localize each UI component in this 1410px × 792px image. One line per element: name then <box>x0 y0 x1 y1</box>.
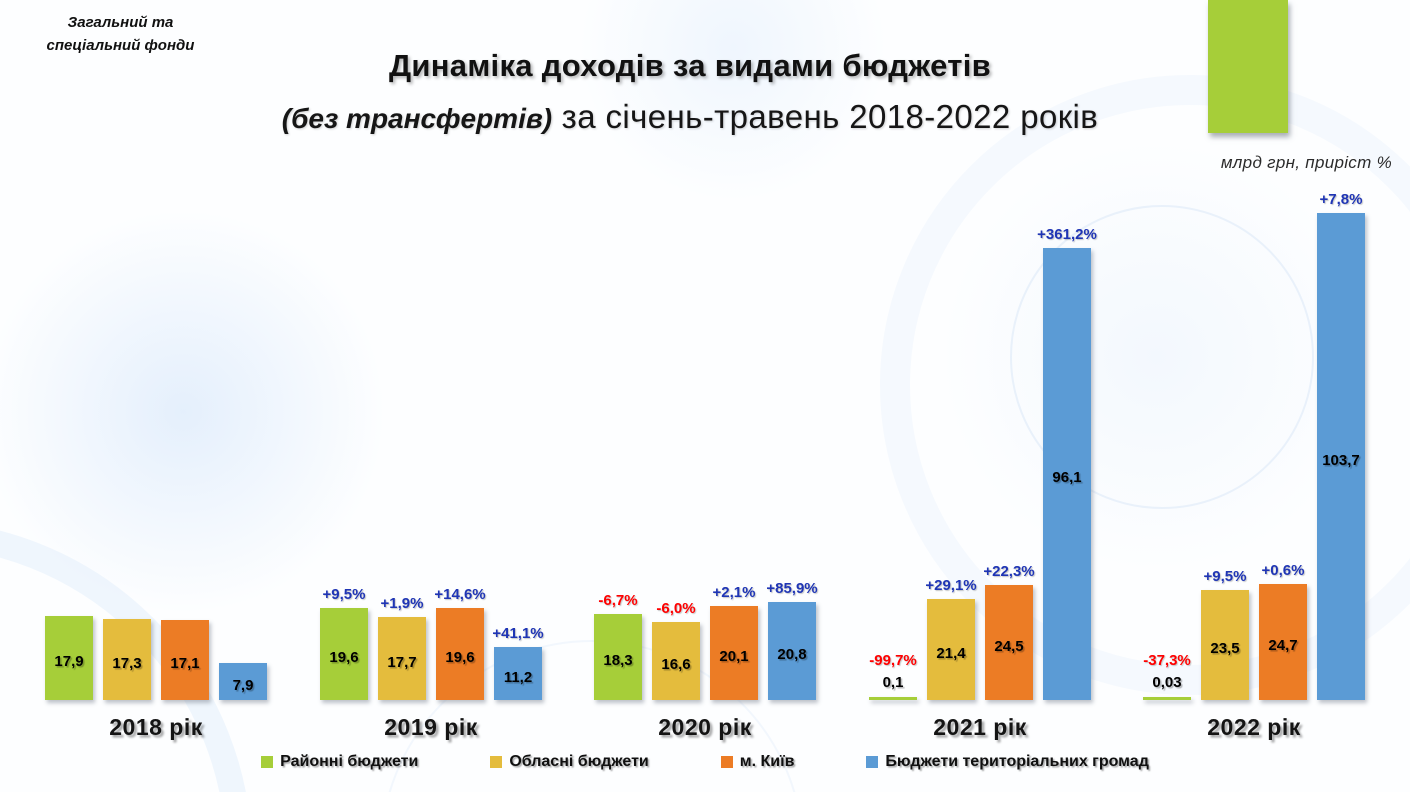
growth-percent-label: +22,3% <box>983 563 1035 580</box>
year-axis-label: 2021 рік <box>933 714 1027 740</box>
growth-percent-label: -6,0% <box>656 600 696 617</box>
year-axis-label: 2022 рік <box>1207 714 1301 740</box>
bar-2020-series0 <box>594 614 642 700</box>
bar-2022-series0 <box>1143 697 1191 700</box>
green-swatch-icon <box>261 756 274 768</box>
bar-value-label: 0,03 <box>1152 674 1182 691</box>
bar-2018-series2 <box>161 620 209 700</box>
bar-2019-series2 <box>436 608 484 700</box>
growth-percent-label: +9,5% <box>1203 568 1247 585</box>
growth-percent-label: +14,6% <box>434 586 486 603</box>
legend-item-raionni: Районні бюджети <box>261 753 418 771</box>
legend-label: Бюджети територіальних громад <box>885 753 1149 770</box>
chart-legend: Районні бюджети Обласні бюджети м. Київ … <box>0 753 1410 771</box>
title-block: Динаміка доходів за видами бюджетів (без… <box>0 48 1380 136</box>
bar-value-label: 19,6 <box>329 649 359 666</box>
growth-percent-label: +7,8% <box>1319 191 1363 208</box>
bar-value-label: 17,3 <box>112 654 142 672</box>
bar-value-label: 24,5 <box>994 637 1024 655</box>
bar-2019-series0 <box>320 608 368 700</box>
bar-value-label: 7,9 <box>232 676 254 694</box>
growth-percent-label: +2,1% <box>712 584 756 601</box>
fund-note-line2: спеціальний фонди <box>46 36 195 54</box>
subtitle-rest-part: за січень-травень 2018-2022 років <box>552 98 1099 135</box>
bar-2018-series0 <box>45 616 93 700</box>
year-axis-label: 2018 рік <box>109 714 203 740</box>
growth-percent-label: +29,1% <box>925 577 977 594</box>
growth-percent-label: +9,5% <box>322 586 366 603</box>
subtitle-bold-part: (без трансфертів) <box>281 103 553 134</box>
fund-note-line1: Загальний та <box>67 14 174 31</box>
bar-value-label: 18,3 <box>603 652 633 669</box>
year-axis-label: 2020 рік <box>658 714 752 740</box>
bar-value-label: 19,6 <box>445 649 475 666</box>
bar-value-label: 17,1 <box>170 655 200 672</box>
page-subtitle: (без трансфертів) за січень-травень 2018… <box>0 98 1380 136</box>
growth-percent-label: -6,7% <box>598 592 638 609</box>
bar-value-label: 0,1 <box>882 674 904 691</box>
orange-swatch-icon <box>720 756 733 768</box>
legend-item-kyiv: м. Київ <box>720 753 795 771</box>
growth-percent-label: -37,3% <box>1143 652 1191 669</box>
growth-percent-label: +1,9% <box>380 595 424 612</box>
green-accent-block <box>1208 0 1288 133</box>
bar-2019-series3 <box>494 647 542 700</box>
growth-percent-label: +41,1% <box>492 625 544 642</box>
bar-2022-series3 <box>1317 213 1365 700</box>
legend-label: Районні бюджети <box>280 753 419 770</box>
legend-label: Обласні бюджети <box>509 753 649 770</box>
bar-value-label: 24,7 <box>1268 637 1298 654</box>
bar-2021-series1 <box>927 599 975 700</box>
bar-2021-series0 <box>869 697 917 700</box>
page-title: Динаміка доходів за видами бюджетів <box>389 48 991 83</box>
bar-value-label: 17,9 <box>54 653 84 670</box>
bar-2020-series2 <box>710 606 758 700</box>
legend-item-hromady: Бюджети територіальних громад <box>866 753 1149 771</box>
growth-percent-label: -99,7% <box>869 652 917 669</box>
yellow-swatch-icon <box>490 756 503 768</box>
bar-value-label: 17,7 <box>387 653 417 671</box>
bar-value-label: 103,7 <box>1322 451 1360 469</box>
legend-label: м. Київ <box>739 753 795 770</box>
growth-percent-label: +85,9% <box>766 580 818 597</box>
bar-value-label: 11,2 <box>503 668 533 686</box>
bar-2021-series3 <box>1043 248 1091 700</box>
bar-value-label: 21,4 <box>936 644 966 662</box>
units-note: млрд грн, приріст % <box>1220 153 1392 172</box>
fund-note: Загальний та спеціальний фонди <box>28 12 213 57</box>
bar-2021-series2 <box>985 585 1033 700</box>
growth-percent-label: +0,6% <box>1261 562 1305 579</box>
bar-2019-series1 <box>378 617 426 700</box>
bar-2020-series3 <box>768 602 816 700</box>
bar-2020-series1 <box>652 622 700 700</box>
bar-2022-series1 <box>1201 590 1249 700</box>
blue-swatch-icon <box>866 756 879 768</box>
bar-value-label: 23,5 <box>1210 640 1240 657</box>
bar-value-label: 20,1 <box>719 648 749 665</box>
legend-item-oblasni: Обласні бюджети <box>490 753 649 771</box>
bar-2018-series3 <box>219 663 267 700</box>
bar-value-label: 20,8 <box>777 646 807 663</box>
bar-value-label: 16,6 <box>661 656 691 673</box>
year-axis-label: 2019 рік <box>384 714 478 740</box>
bar-value-label: 96,1 <box>1052 469 1082 486</box>
bar-2018-series1 <box>103 619 151 700</box>
growth-percent-label: +361,2% <box>1037 226 1097 243</box>
bar-2022-series2 <box>1259 584 1307 700</box>
